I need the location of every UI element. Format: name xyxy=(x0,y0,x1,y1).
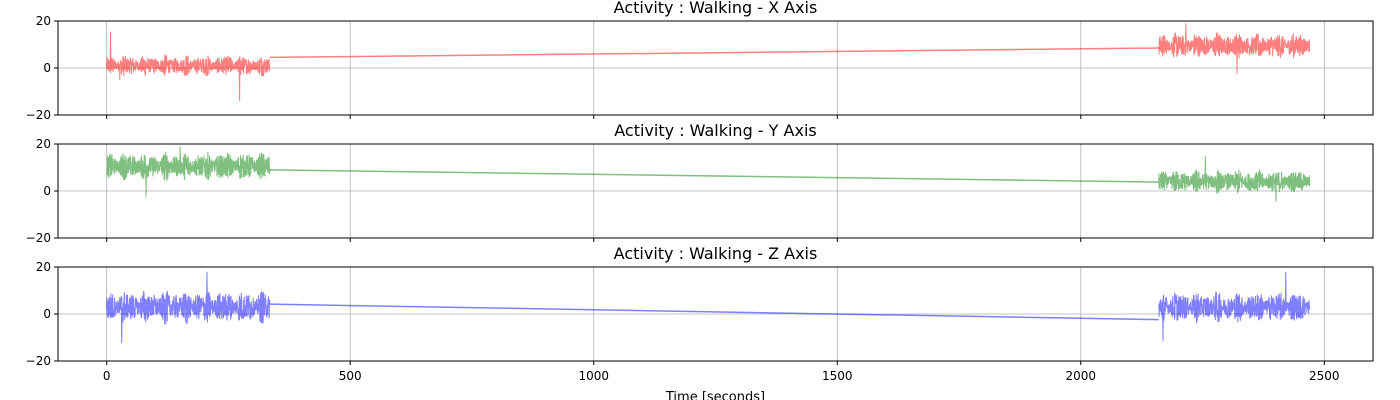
panel-1: −20 0 20 Activity : Walking - Y Axis xyxy=(26,121,1374,245)
signal-segment xyxy=(106,146,271,197)
x-axis-label: Time [seconds] xyxy=(665,390,765,400)
x-tick-label: 500 xyxy=(339,369,362,383)
panel-0: −20 0 20 Activity : Walking - X Axis xyxy=(26,0,1374,122)
y-tick-label: −20 xyxy=(26,231,51,245)
y-tick-label: 20 xyxy=(36,260,51,274)
signal-segment xyxy=(106,271,271,344)
y-tick-label: −20 xyxy=(26,354,51,368)
signal-connector xyxy=(269,47,1159,59)
y-tick-label: 0 xyxy=(43,184,51,198)
signal-connector xyxy=(269,169,1159,183)
x-tick-label: 1500 xyxy=(822,369,853,383)
signal-segment xyxy=(106,31,271,101)
panel-title: Activity : Walking - Z Axis xyxy=(614,244,818,263)
y-tick-label: 0 xyxy=(43,61,51,75)
x-tick-label: 2000 xyxy=(1066,369,1097,383)
x-tick-label: 0 xyxy=(103,369,111,383)
y-tick-label: 0 xyxy=(43,307,51,321)
y-tick-label: −20 xyxy=(26,108,51,122)
signal-segment xyxy=(1158,155,1311,202)
x-tick-label: 2500 xyxy=(1309,369,1340,383)
signal-connector xyxy=(269,303,1159,321)
y-tick-label: 20 xyxy=(36,137,51,151)
signal-segment xyxy=(1158,23,1311,74)
panel-2: −20 0 20 0 500 1000 1500 2000 2500 Activity : Wal… xyxy=(26,244,1374,400)
panel-title: Activity : Walking - X Axis xyxy=(614,0,818,17)
x-tick-label: 1000 xyxy=(578,369,609,383)
y-tick-label: 20 xyxy=(36,14,51,28)
panel-title: Activity : Walking - Y Axis xyxy=(614,121,816,140)
signal-segment xyxy=(1158,271,1311,342)
